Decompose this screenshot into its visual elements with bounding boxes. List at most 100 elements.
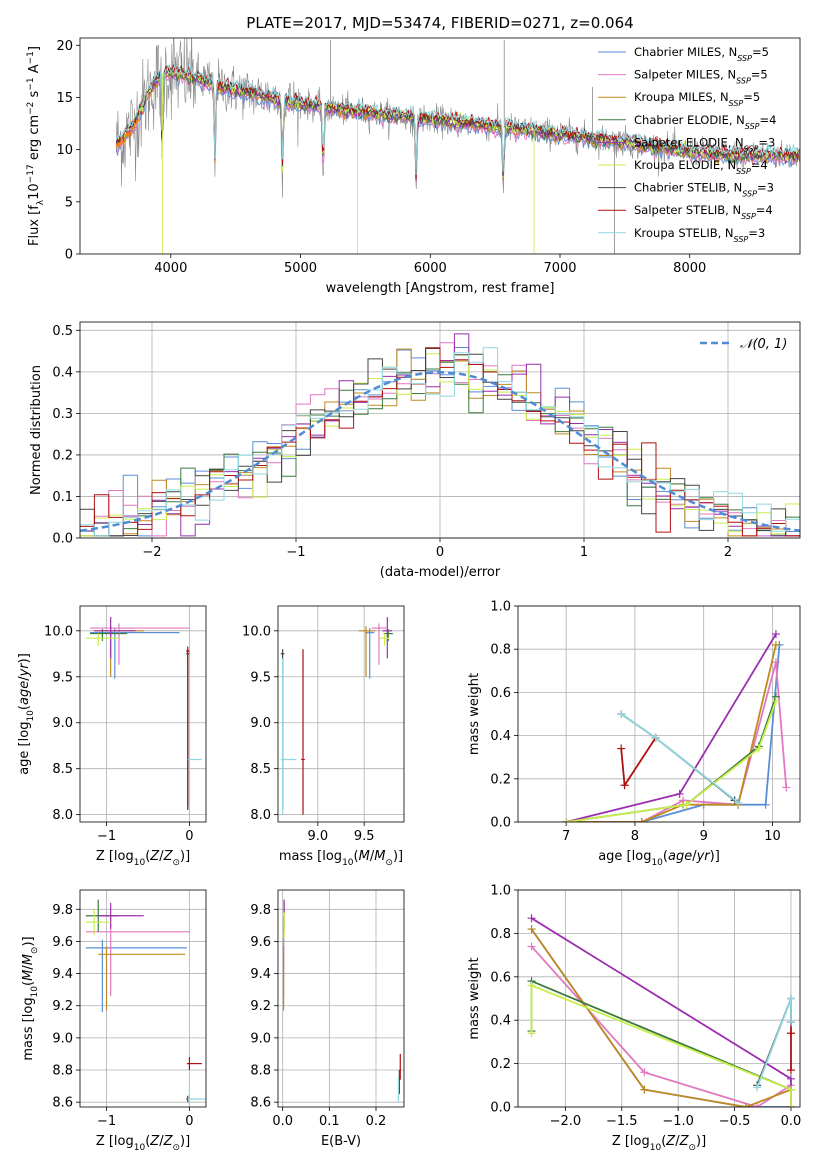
label-part: Z: [149, 1134, 160, 1149]
label-part: Z [log: [96, 1134, 134, 1149]
y-tick-label: 9.2: [52, 999, 73, 1014]
normal-curve: [80, 371, 800, 532]
plus-marker: [771, 658, 780, 667]
legend-sub: SSP: [736, 167, 751, 176]
plus-marker: [640, 1085, 649, 1094]
label-part: Z: [149, 849, 160, 864]
label-part: −1: [26, 51, 36, 64]
legend-suffix: =5: [752, 45, 769, 59]
mass-weight-line: [530, 928, 791, 1107]
legend-text: Kroupa MILES, N: [634, 90, 729, 104]
y-tick-label: 0.6: [490, 686, 511, 701]
y-tick-label: 10: [56, 143, 73, 158]
y-tick-label: 0.3: [52, 407, 73, 422]
plus-marker: [782, 783, 791, 792]
mass-weight-line: [565, 633, 777, 822]
plot-area-mass_weight_vs_Z: [527, 914, 795, 1107]
label-part: )]: [180, 849, 190, 864]
plot-area-mass_vs_Z: [85, 899, 206, 1104]
label-part: age [log: [598, 849, 651, 864]
plus-marker: [771, 630, 780, 639]
label-part: (: [145, 849, 150, 864]
y-tick-label: 0.5: [52, 324, 73, 339]
axes-frame: [517, 605, 801, 823]
label-part: Z: [679, 1134, 690, 1149]
label-part: Z [log: [96, 849, 134, 864]
label-part: )]: [180, 1134, 190, 1149]
x-tick-label: 5000: [284, 261, 317, 276]
mass-weight-line: [531, 917, 792, 1107]
y-tick-label: 9.5: [250, 670, 271, 685]
legend-text: Kroupa STELIB, N: [634, 226, 734, 240]
label-part: (: [663, 849, 668, 864]
label-part: (: [21, 981, 36, 986]
label-part: Z: [163, 1134, 174, 1149]
y-tick-label: 0.8: [490, 927, 511, 942]
plot-area-age_vs_mass: [280, 617, 393, 815]
plus-marker: [682, 800, 691, 809]
legend-suffix: =4: [751, 158, 768, 172]
plus-marker: [771, 640, 780, 649]
y-axis-label: age [log10(age/yr)]: [17, 653, 36, 775]
y-tick-label: 0.0: [490, 816, 511, 831]
y-axis-label: mass weight: [467, 673, 482, 755]
x-tick-label: 6000: [414, 261, 447, 276]
x-tick-label: −1: [286, 545, 305, 560]
x-tick-label: 0.1: [319, 1114, 340, 1129]
spectrum-model-line: [115, 65, 800, 179]
legend-suffix: =3: [757, 181, 774, 195]
axes-mass_vs_Z: −1 08.68.89.09.29.49.69.8Z [log10(Z/Z⊙)]m…: [21, 889, 207, 1153]
x-tick-label: 0: [185, 829, 193, 844]
label-part: age [log: [17, 722, 32, 775]
label-part: (: [354, 849, 359, 864]
legend-suffix: =5: [751, 68, 768, 82]
label-part: Flux [f: [27, 205, 42, 246]
axes-mass_vs_ebv: 0.0 0.1 0.2 8.6 8.8 9.0 9.2 9.4 9.6 9.8 E(B-V): [250, 889, 405, 1149]
y-tick-label: 9.8: [52, 903, 73, 918]
y-tick-label: 0.2: [52, 448, 73, 463]
y-tick-label: 8.0: [52, 808, 73, 823]
x-tick-label: 2: [724, 545, 732, 560]
label-part: )]: [17, 653, 32, 663]
axes-frame: [79, 889, 207, 1108]
label-part: 10: [650, 1143, 662, 1153]
spectrum-fit-segment: [115, 118, 140, 148]
label-part: )]: [696, 1134, 706, 1149]
plot-area-mass_vs_ebv: [283, 899, 401, 1103]
x-tick-label: 4000: [154, 261, 187, 276]
legend-text: Chabrier ELODIE, N: [634, 113, 745, 127]
legend-label: Kroupa STELIB, NSSP=3: [634, 226, 765, 244]
y-tick-label: 0.2: [490, 1057, 511, 1072]
label-part: age: [17, 681, 32, 705]
x-axis-label: Z [log10(Z/Z⊙)]: [612, 1134, 706, 1153]
plus-marker: [786, 1018, 795, 1027]
residual-histogram-step: [80, 347, 800, 537]
legend-label: Salpeter MILES, NSSP=5: [634, 68, 768, 86]
axes-frame: [79, 321, 801, 539]
y-tick-label: 9.0: [250, 1031, 271, 1046]
plus-marker: [786, 1029, 795, 1038]
mass-weight-line: [566, 661, 788, 822]
x-tick-label: −2.0: [550, 1114, 582, 1129]
axes-residuals: −2 −1 0 1 2 0.0 0.1 0.2 0.3 0.4 0.5 (data-model)/er…: [29, 321, 801, 580]
spectrum-model-line: [115, 64, 800, 180]
y-tick-label: 9.6: [250, 935, 271, 950]
y-tick-label: 0.0: [490, 1101, 511, 1116]
legend-label: Kroupa MILES, NSSP=5: [634, 90, 760, 108]
legend-sub: SSP: [736, 76, 751, 85]
mass-weight-line: [530, 945, 792, 1107]
label-part: erg cm: [27, 115, 42, 164]
plus-marker: [620, 781, 629, 790]
y-tick-label: 0.6: [490, 970, 511, 985]
y-tick-label: 0.8: [490, 643, 511, 658]
y-tick-label: 0.4: [490, 1014, 511, 1029]
legend-suffix: =3: [758, 135, 775, 149]
label-part: age: [668, 849, 692, 864]
y-tick-label: 9.0: [250, 716, 271, 731]
legend-label: 𝒩(0, 1): [740, 337, 787, 352]
label-part: (: [145, 1134, 150, 1149]
plus-marker: [562, 818, 571, 822]
